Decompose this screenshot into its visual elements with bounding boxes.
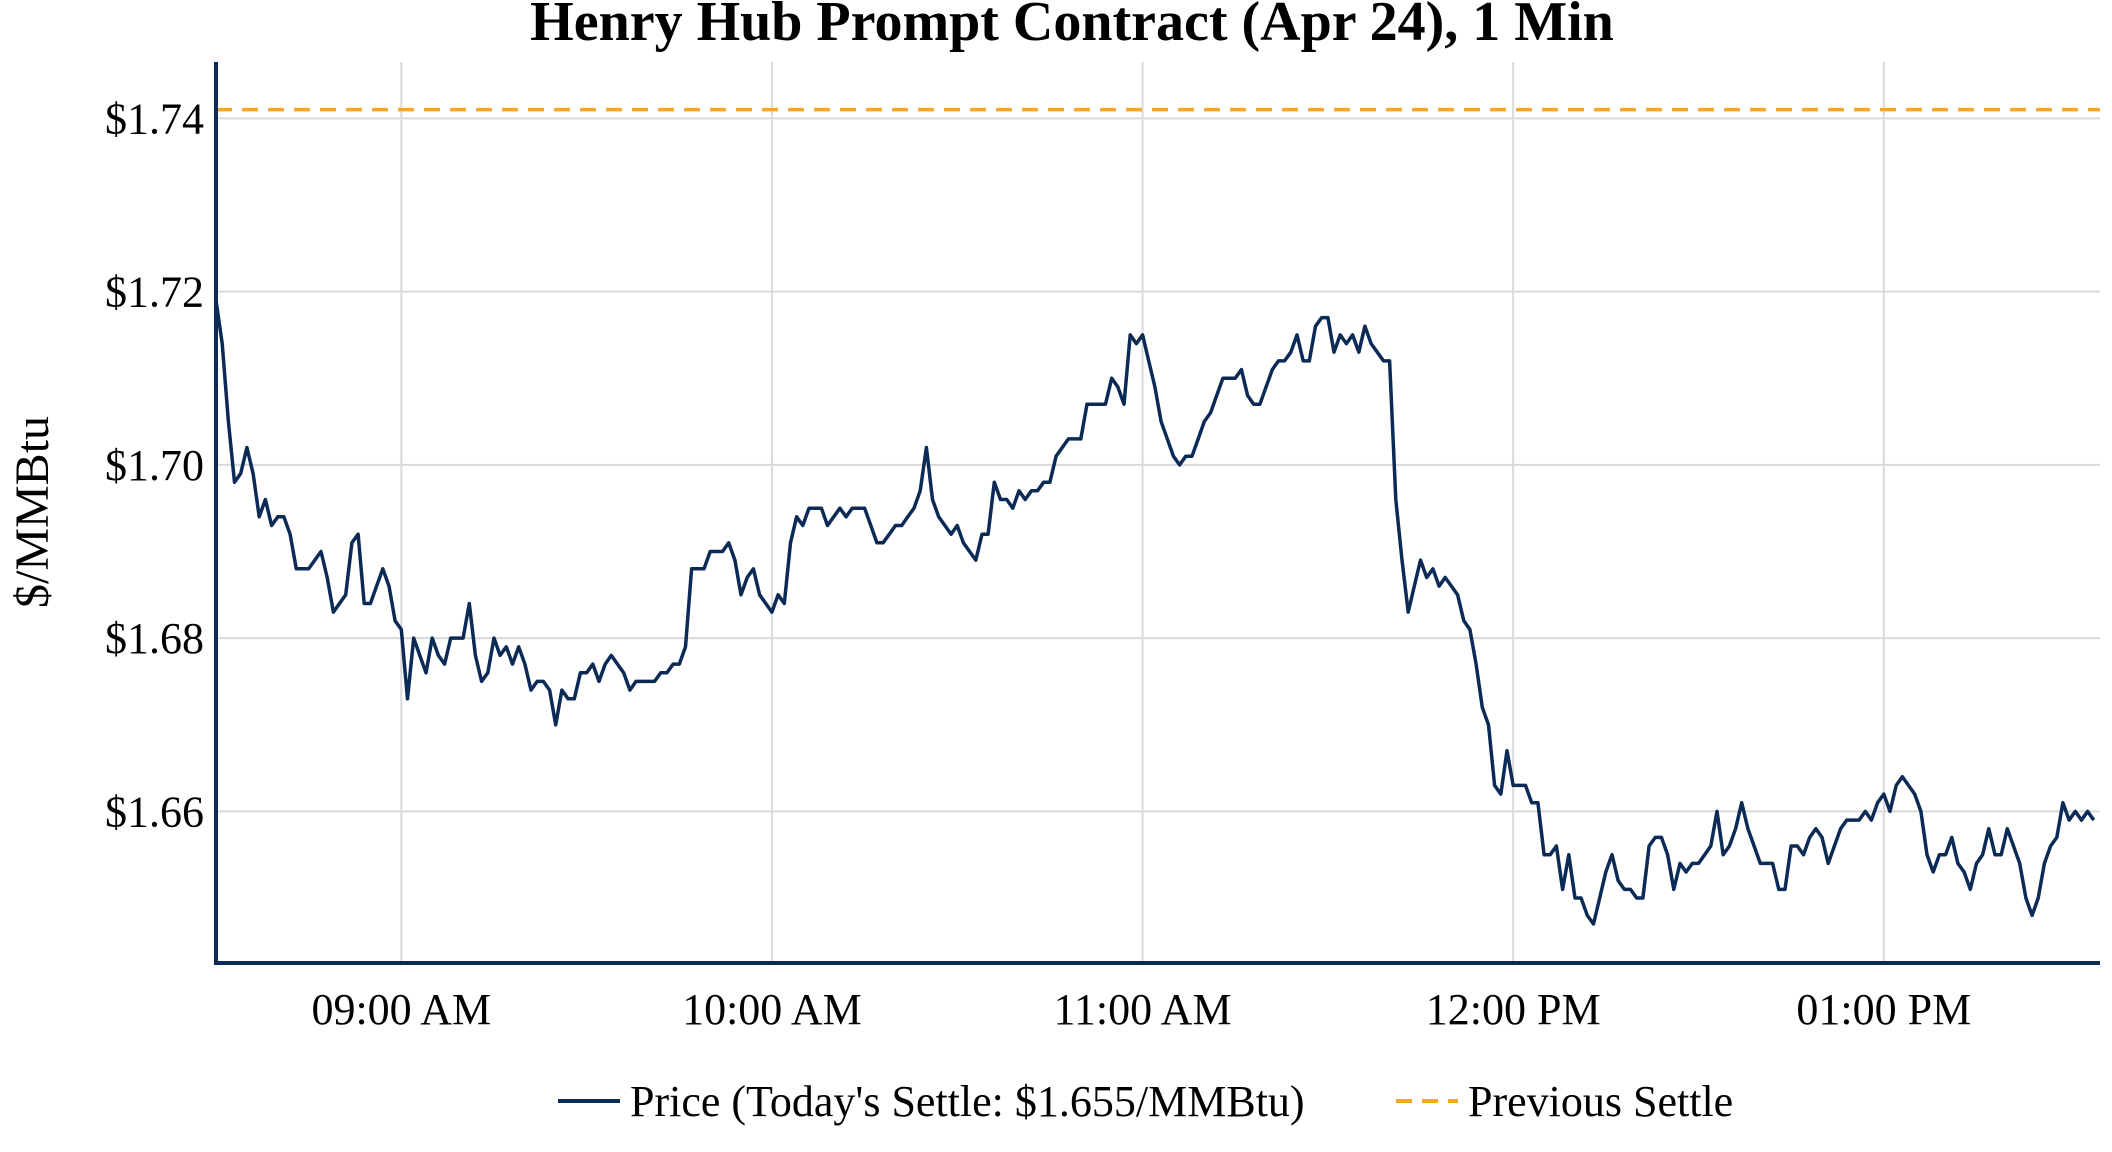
y-tick-label: $1.72 bbox=[105, 268, 204, 317]
x-tick-label: 09:00 AM bbox=[311, 985, 491, 1034]
series-layer bbox=[214, 299, 2096, 926]
price-line bbox=[214, 299, 2096, 926]
x-tick-label: 11:00 AM bbox=[1054, 985, 1232, 1034]
chart-title: Henry Hub Prompt Contract (Apr 24), 1 Mi… bbox=[530, 0, 1614, 53]
y-tick-label: $1.74 bbox=[105, 94, 204, 143]
legend-previous-settle-label: Previous Settle bbox=[1468, 1077, 1733, 1126]
y-axis-label: $/MMBtu bbox=[6, 416, 59, 608]
y-tick-label: $1.66 bbox=[105, 787, 204, 836]
x-tick-label: 01:00 PM bbox=[1796, 985, 1971, 1034]
legend: Price (Today's Settle: $1.655/MMBtu) Pre… bbox=[558, 1077, 1733, 1126]
x-tick-label: 12:00 PM bbox=[1426, 985, 1601, 1034]
y-tick-label: $1.68 bbox=[105, 614, 204, 663]
tick-label-layer: 09:00 AM 10:00 AM 11:00 AM 12:00 PM 01:00 PM… bbox=[105, 94, 1971, 1034]
x-tick-label: 10:00 AM bbox=[682, 985, 862, 1034]
y-tick-label: $1.70 bbox=[105, 441, 204, 490]
axis-layer bbox=[214, 62, 2100, 965]
grid-layer bbox=[216, 62, 2100, 963]
legend-price-label: Price (Today's Settle: $1.655/MMBtu) bbox=[630, 1077, 1305, 1126]
